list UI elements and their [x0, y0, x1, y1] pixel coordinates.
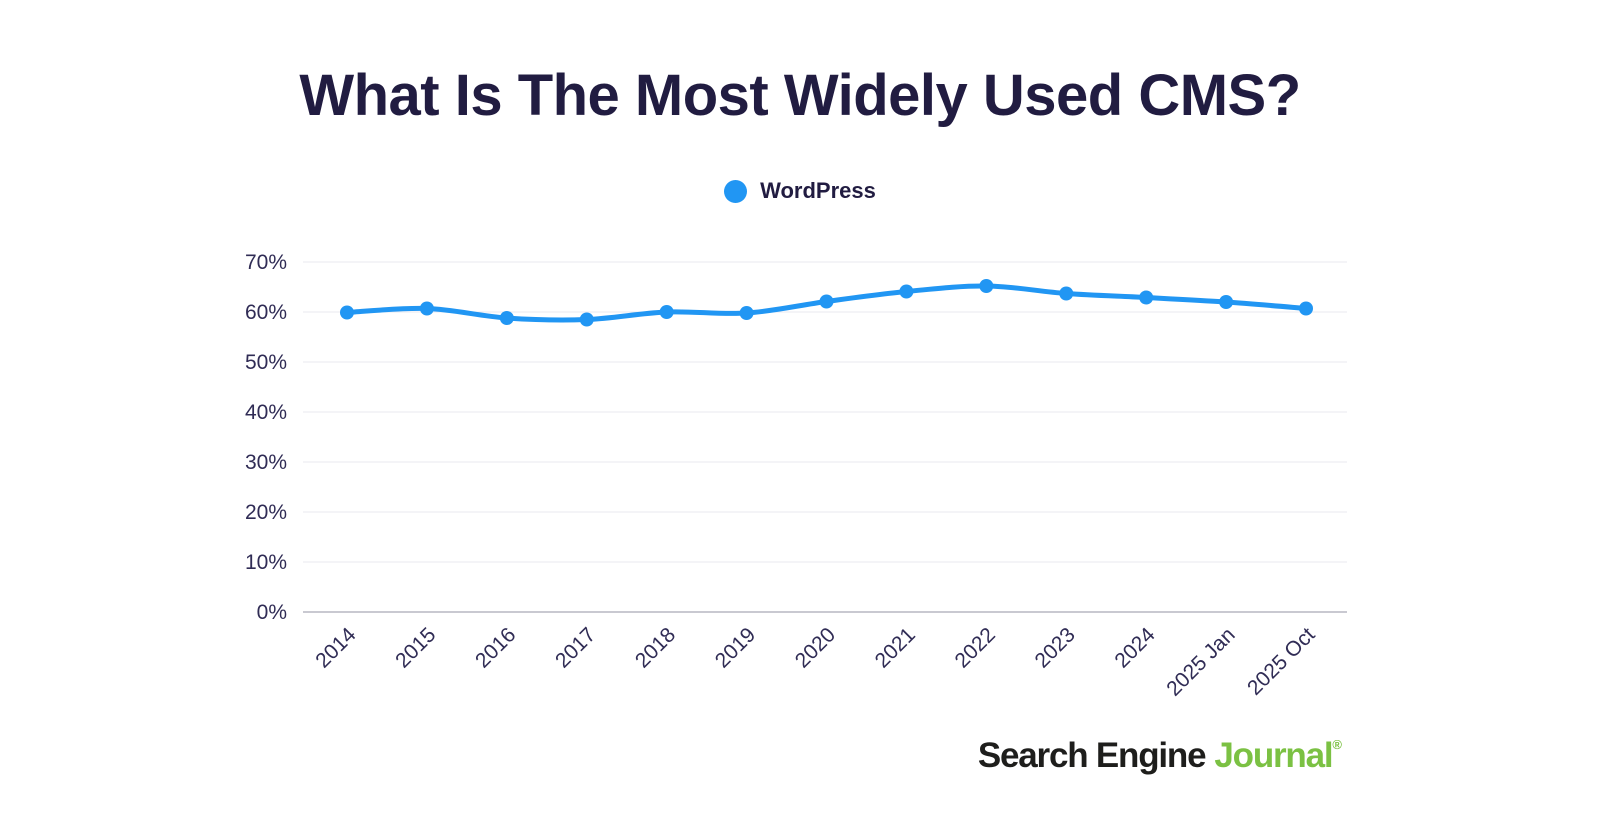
svg-text:30%: 30% — [245, 451, 287, 474]
svg-text:60%: 60% — [245, 301, 287, 324]
svg-text:2016: 2016 — [471, 623, 520, 672]
svg-text:0%: 0% — [257, 601, 287, 624]
svg-text:2022: 2022 — [951, 623, 1000, 672]
svg-text:2020: 2020 — [791, 623, 840, 672]
svg-text:2021: 2021 — [871, 623, 920, 672]
registered-trademark-icon: ® — [1332, 737, 1342, 752]
sej-logo-text-green: Journal — [1214, 736, 1333, 775]
svg-text:2019: 2019 — [711, 623, 760, 672]
svg-text:2018: 2018 — [631, 623, 680, 672]
svg-text:2025 Jan: 2025 Jan — [1162, 623, 1239, 700]
legend-label-wordpress: WordPress — [760, 178, 876, 203]
chart-title: What Is The Most Widely Used CMS? — [299, 63, 1301, 128]
sej-logo-text-dark: Search Engine — [977, 736, 1207, 775]
svg-text:2024: 2024 — [1110, 623, 1160, 673]
data-points — [340, 279, 1313, 327]
svg-text:2025 Oct: 2025 Oct — [1243, 623, 1320, 700]
y-axis-labels: 0% 10% 20% 30% 40% 50% 60% 70% — [245, 251, 287, 624]
svg-text:50%: 50% — [245, 351, 287, 374]
gridlines — [303, 261, 1347, 613]
svg-text:2023: 2023 — [1030, 623, 1079, 672]
svg-text:20%: 20% — [245, 501, 287, 524]
legend-marker-wordpress-icon — [724, 179, 748, 203]
sej-logo: Search Engine Journal® — [978, 736, 1342, 776]
svg-text:10%: 10% — [245, 551, 287, 574]
svg-text:2014: 2014 — [311, 623, 361, 673]
svg-text:70%: 70% — [245, 251, 287, 274]
chart-legend: WordPress — [0, 178, 1600, 204]
svg-text:40%: 40% — [245, 401, 287, 424]
svg-text:2017: 2017 — [551, 623, 600, 672]
svg-text:2015: 2015 — [391, 623, 440, 672]
x-axis-labels: 2014 2015 2016 2017 2018 2019 2020 2021 2022 2023… — [311, 623, 1319, 701]
